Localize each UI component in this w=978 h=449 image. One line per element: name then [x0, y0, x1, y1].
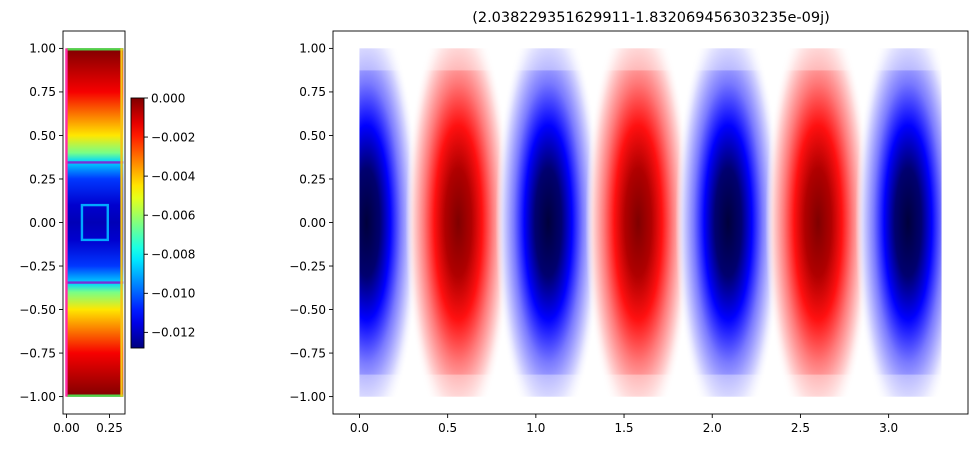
right-chart-title: (2.038229351629911-1.832069456303235e-09…: [472, 10, 830, 26]
right-y-tick-label: 0.25: [299, 172, 326, 186]
colorbar-tick-label: −0.002: [151, 130, 195, 144]
field-lobe-positive: [585, 48, 691, 397]
right-x-tick-label: 2.5: [791, 421, 810, 435]
field-lobe-negative: [675, 48, 781, 397]
right-x-tick-label: 1.0: [526, 421, 545, 435]
right-x-tick-label: 1.5: [614, 421, 633, 435]
right-x-tick-label: 2.0: [703, 421, 722, 435]
left-y-tick-label: −0.50: [19, 303, 56, 317]
right-panel: (2.038229351629911-1.832069456303235e-09…: [289, 10, 969, 435]
colorbar-axis: 0.000 −0.002 −0.004 −0.006 −0.008 −0.010 −0.01…: [144, 91, 195, 340]
field-lobe-negative: [855, 48, 942, 397]
right-x-tick-label: 0.5: [438, 421, 457, 435]
right-field-image: [359, 48, 942, 397]
left-y-axis: 1.00 0.75 0.50 0.25 0.00 −0.25 −0.50 −0.75 −1.00: [19, 42, 63, 404]
left-y-tick-label: 0.75: [29, 85, 56, 99]
colorbar-frame: [130, 97, 145, 349]
left-field-image: [66, 48, 124, 397]
left-overlays: [65, 48, 124, 397]
left-panel: 0.00 0.25 1.00 0.75 0.50 0.25 0.00 −0.25 −0.50 −…: [19, 30, 126, 435]
right-field-lobes: [359, 48, 942, 397]
left-y-tick-label: 0.25: [29, 172, 56, 186]
right-y-tick-label: −0.75: [289, 346, 326, 360]
right-y-tick-label: 0.75: [299, 85, 326, 99]
right-y-tick-label: 0.00: [299, 216, 326, 230]
right-y-tick-label: −0.25: [289, 259, 326, 273]
right-y-tick-label: −0.50: [289, 303, 326, 317]
field-fade-bottom: [359, 374, 942, 397]
left-y-tick-label: 0.00: [29, 216, 56, 230]
field-lobe-positive: [765, 48, 871, 397]
colorbar-tick-label: −0.004: [151, 169, 195, 183]
right-x-tick-label: 0.0: [350, 421, 369, 435]
left-x-tick-label: 0.00: [53, 421, 80, 435]
right-x-tick-label: 3.0: [879, 421, 898, 435]
colorbar-tick-label: −0.010: [151, 287, 195, 301]
overlay-rect-6: [80, 203, 109, 242]
left-y-tick-label: −1.00: [19, 390, 56, 404]
field-fade-top: [359, 48, 942, 71]
colorbar-image: [131, 98, 144, 348]
left-y-tick-label: 0.50: [29, 129, 56, 143]
colorbar-tick-label: −0.008: [151, 248, 195, 262]
colorbar-tick-label: 0.000: [151, 91, 185, 105]
field-lobe-negative: [495, 48, 601, 397]
left-y-tick-label: 1.00: [29, 42, 56, 56]
field-lobe-positive: [405, 48, 511, 397]
right-y-tick-label: 1.00: [299, 42, 326, 56]
left-x-tick-label: 0.25: [96, 421, 123, 435]
right-y-axis: 1.00 0.75 0.50 0.25 0.00 −0.25 −0.50 −0.75 −1.00: [289, 42, 333, 404]
colorbar-tick-label: −0.012: [151, 326, 195, 340]
left-y-tick-label: −0.75: [19, 346, 56, 360]
colorbar-tick-label: −0.006: [151, 208, 195, 222]
left-y-tick-label: −0.25: [19, 259, 56, 273]
colorbar: 0.000 −0.002 −0.004 −0.006 −0.008 −0.010 −0.01…: [130, 91, 195, 349]
right-y-tick-label: −1.00: [289, 390, 326, 404]
left-x-axis: 0.00 0.25: [53, 414, 123, 435]
right-x-axis: 0.0 0.5 1.0 1.5 2.0 2.5 3.0: [350, 414, 898, 435]
field-lobe-negative: [359, 48, 420, 397]
right-y-tick-label: 0.50: [299, 129, 326, 143]
